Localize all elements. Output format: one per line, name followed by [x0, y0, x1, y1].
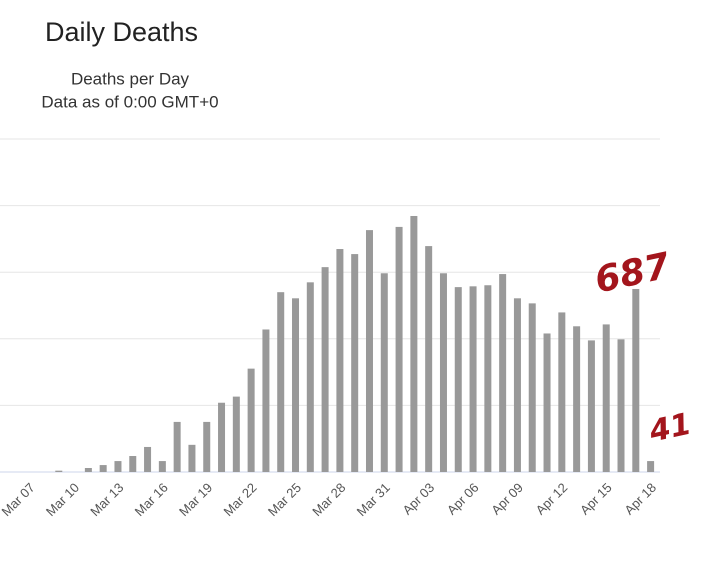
bar	[247, 368, 255, 472]
x-tick-label: Apr 09	[488, 480, 526, 518]
bar	[484, 285, 492, 472]
x-tick-label: Mar 22	[220, 480, 259, 519]
bar	[425, 246, 433, 472]
x-tick-label: Apr 18	[621, 480, 659, 518]
bar	[513, 298, 521, 472]
bar	[306, 282, 314, 472]
bar	[218, 402, 226, 472]
bar	[587, 340, 595, 472]
bar	[499, 274, 507, 472]
bar	[158, 461, 166, 472]
bar	[469, 286, 477, 472]
bar	[84, 468, 92, 472]
x-tick-label: Apr 12	[533, 480, 571, 518]
chart-title: Daily Deaths	[45, 17, 198, 47]
bar	[351, 254, 359, 472]
annotation: 41	[645, 407, 694, 450]
bar	[336, 249, 344, 472]
bar	[617, 339, 625, 472]
x-tick-label: Mar 16	[132, 480, 171, 519]
bar	[454, 287, 462, 472]
bar	[99, 465, 107, 472]
bar	[602, 324, 610, 472]
x-tick-label: Apr 03	[400, 480, 438, 518]
bar	[173, 421, 181, 472]
bar	[55, 470, 63, 472]
bar	[632, 288, 640, 472]
bar	[321, 267, 329, 472]
x-tick-label: Mar 28	[309, 480, 348, 519]
bar	[203, 421, 211, 472]
x-tick-label: Mar 31	[354, 480, 393, 519]
bar	[277, 292, 285, 472]
bar	[188, 444, 196, 472]
x-tick-label: Mar 07	[0, 480, 38, 519]
bar	[395, 226, 403, 472]
bar	[439, 273, 447, 472]
bar	[365, 230, 373, 472]
bar	[558, 312, 566, 472]
chart-subtitle: Deaths per Day	[71, 69, 190, 88]
bar	[114, 461, 122, 472]
bar	[262, 329, 270, 472]
bar	[410, 215, 418, 472]
annotation: 687	[591, 246, 673, 302]
bar	[232, 396, 240, 472]
bar	[528, 303, 536, 472]
x-tick-label: Mar 25	[265, 480, 304, 519]
x-tick-label: Apr 15	[577, 480, 615, 518]
bar	[144, 446, 152, 472]
bar	[573, 326, 581, 472]
x-tick-label: Mar 10	[43, 480, 82, 519]
chart-subtitle: Data as of 0:00 GMT+0	[41, 92, 218, 111]
bar	[380, 273, 388, 472]
bar	[647, 461, 655, 472]
x-tick-label: Apr 06	[444, 480, 482, 518]
bar	[292, 298, 300, 472]
x-tick-label: Mar 13	[87, 480, 126, 519]
bar	[129, 456, 137, 472]
bar	[543, 333, 551, 472]
x-tick-label: Mar 19	[176, 480, 215, 519]
